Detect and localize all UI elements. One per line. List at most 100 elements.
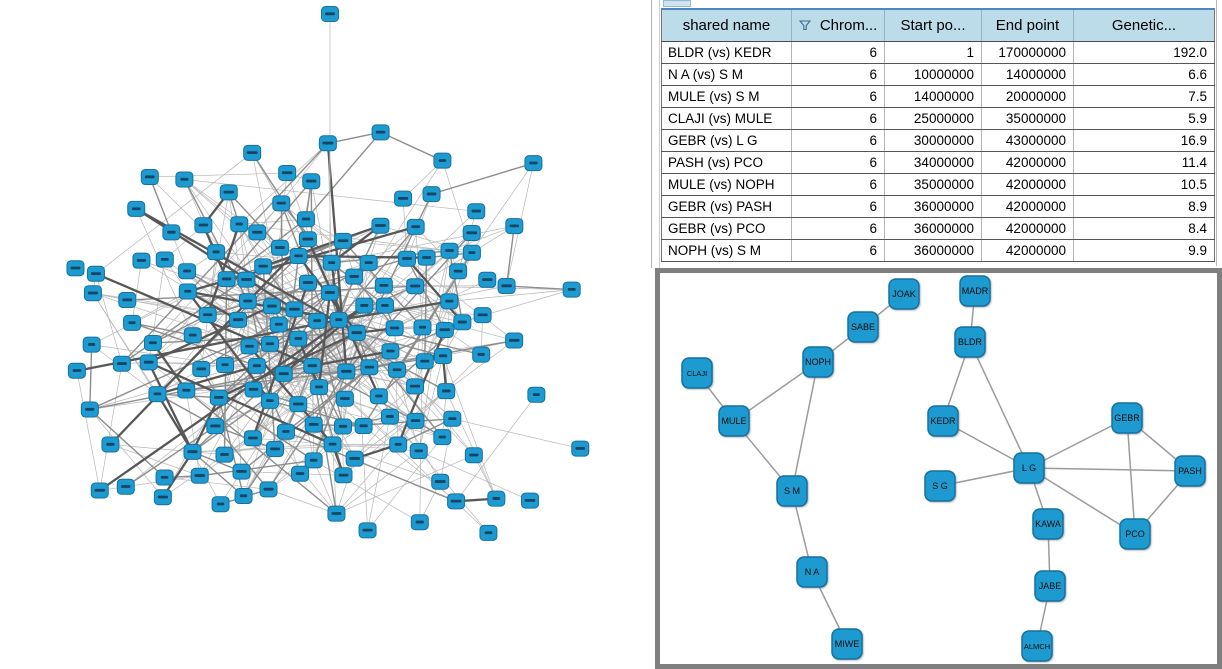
column-header-genetic[interactable]: Genetic... [1073,8,1215,42]
table-row[interactable]: PASH (vs) PCO 6 34000000 42000000 11.4 [661,151,1215,174]
network-node[interactable] [198,306,217,323]
network-node[interactable] [248,224,267,241]
network-node[interactable] [409,443,428,460]
network-node[interactable] [406,278,425,295]
network-node[interactable] [435,321,454,338]
table-cell[interactable]: 6 [791,217,885,240]
network-node[interactable] [243,430,262,447]
network-node[interactable] [139,354,158,371]
network-node[interactable] [140,169,159,186]
network-node[interactable] [467,203,486,220]
network-node[interactable] [571,440,590,457]
network-node[interactable] [447,493,466,510]
network-node[interactable] [148,386,167,403]
network-node[interactable] [440,242,459,259]
network-node[interactable] [127,200,146,217]
table-row[interactable]: NOPH (vs) S M 6 36000000 42000000 9.9 [661,239,1215,262]
table-cell[interactable]: N A (vs) S M [661,63,792,86]
network-node[interactable] [335,390,354,407]
table-cell[interactable]: 36000000 [884,239,982,262]
network-node[interactable] [406,218,425,235]
table-cell[interactable]: 6 [791,41,885,64]
network-node[interactable] [440,293,459,310]
network-node[interactable] [143,334,162,351]
network-node[interactable] [369,388,388,405]
network-node[interactable] [285,301,304,318]
table-row[interactable]: N A (vs) S M 6 10000000 14000000 6.6 [661,63,1215,86]
network-node[interactable] [101,436,120,453]
network-edge[interactable] [791,361,819,492]
network-node[interactable] [112,355,131,372]
network-node[interactable] [329,311,348,328]
network-node[interactable] [192,361,211,378]
network-node[interactable] [505,332,524,349]
small-network-canvas[interactable]: JOAK MADR SABE BLDR NOPH CLAJI GEBR MULE KEDR L G… [660,273,1217,664]
network-node-miwe[interactable]: MIWE [831,628,863,660]
network-node[interactable] [371,124,390,141]
table-cell[interactable]: GEBR (vs) L G [661,129,792,152]
table-cell[interactable]: PASH (vs) PCO [661,151,792,174]
table-cell[interactable]: NOPH (vs) S M [661,239,792,262]
network-edge[interactable] [1028,417,1128,469]
column-header-chromosome[interactable]: Chrom... [791,8,885,42]
table-row[interactable]: GEBR (vs) PCO 6 36000000 42000000 8.4 [661,217,1215,240]
network-node-sabe[interactable]: SABE [847,311,879,343]
network-edge[interactable] [1028,467,1191,472]
table-cell[interactable]: BLDR (vs) KEDR [661,41,792,64]
table-cell[interactable]: 6 [791,129,885,152]
table-cell[interactable]: 34000000 [884,151,982,174]
network-node[interactable] [194,217,213,234]
table-cell[interactable]: 20000000 [981,85,1074,108]
large-network-canvas[interactable] [0,0,655,669]
network-node[interactable] [178,283,197,300]
network-node[interactable] [289,248,308,265]
network-node[interactable] [453,314,472,331]
network-node[interactable] [177,382,196,399]
network-node[interactable] [207,244,226,261]
network-node[interactable] [209,389,228,406]
network-node[interactable] [434,348,453,365]
filter-icon[interactable] [798,18,811,35]
network-node[interactable] [394,190,413,207]
network-node[interactable] [497,278,516,295]
table-cell[interactable]: 10.5 [1073,173,1215,196]
table-cell[interactable]: CLAJI (vs) MULE [661,107,792,130]
table-row[interactable]: CLAJI (vs) MULE 6 25000000 35000000 5.9 [661,107,1215,130]
network-node[interactable] [472,346,491,363]
network-node[interactable] [410,514,429,531]
network-node[interactable] [82,336,101,353]
network-node[interactable] [216,356,235,373]
network-node[interactable] [206,418,225,435]
network-node[interactable] [345,450,364,467]
table-cell[interactable]: 11.4 [1073,151,1215,174]
network-node-joak[interactable]: JOAK [888,278,920,310]
network-node[interactable] [244,381,263,398]
network-node[interactable] [347,324,366,341]
table-cell[interactable]: 7.5 [1073,85,1215,108]
network-edge[interactable] [1028,467,1136,535]
network-node[interactable] [473,307,492,324]
network-node[interactable] [83,285,102,302]
network-node[interactable] [291,465,310,482]
network-node-l-g[interactable]: L G [1013,452,1045,484]
network-node[interactable] [388,361,407,378]
network-node[interactable] [215,446,234,463]
network-node[interactable] [260,392,279,409]
network-node[interactable] [422,186,441,203]
network-node[interactable] [270,239,289,256]
network-node[interactable] [524,155,543,172]
table-cell[interactable]: 14000000 [884,85,982,108]
network-node[interactable] [289,396,308,413]
table-cell[interactable]: GEBR (vs) PCO [661,217,792,240]
network-node[interactable] [240,338,259,355]
network-node[interactable] [232,463,251,480]
table-cell[interactable]: 36000000 [884,195,982,218]
network-node[interactable] [217,271,236,288]
table-cell[interactable]: 43000000 [981,129,1074,152]
network-node[interactable] [415,353,434,370]
network-node[interactable] [327,505,346,522]
table-cell[interactable]: GEBR (vs) PASH [661,195,792,218]
table-cell[interactable]: 6.6 [1073,63,1215,86]
network-node[interactable] [320,284,339,301]
network-edge[interactable] [1126,417,1136,535]
